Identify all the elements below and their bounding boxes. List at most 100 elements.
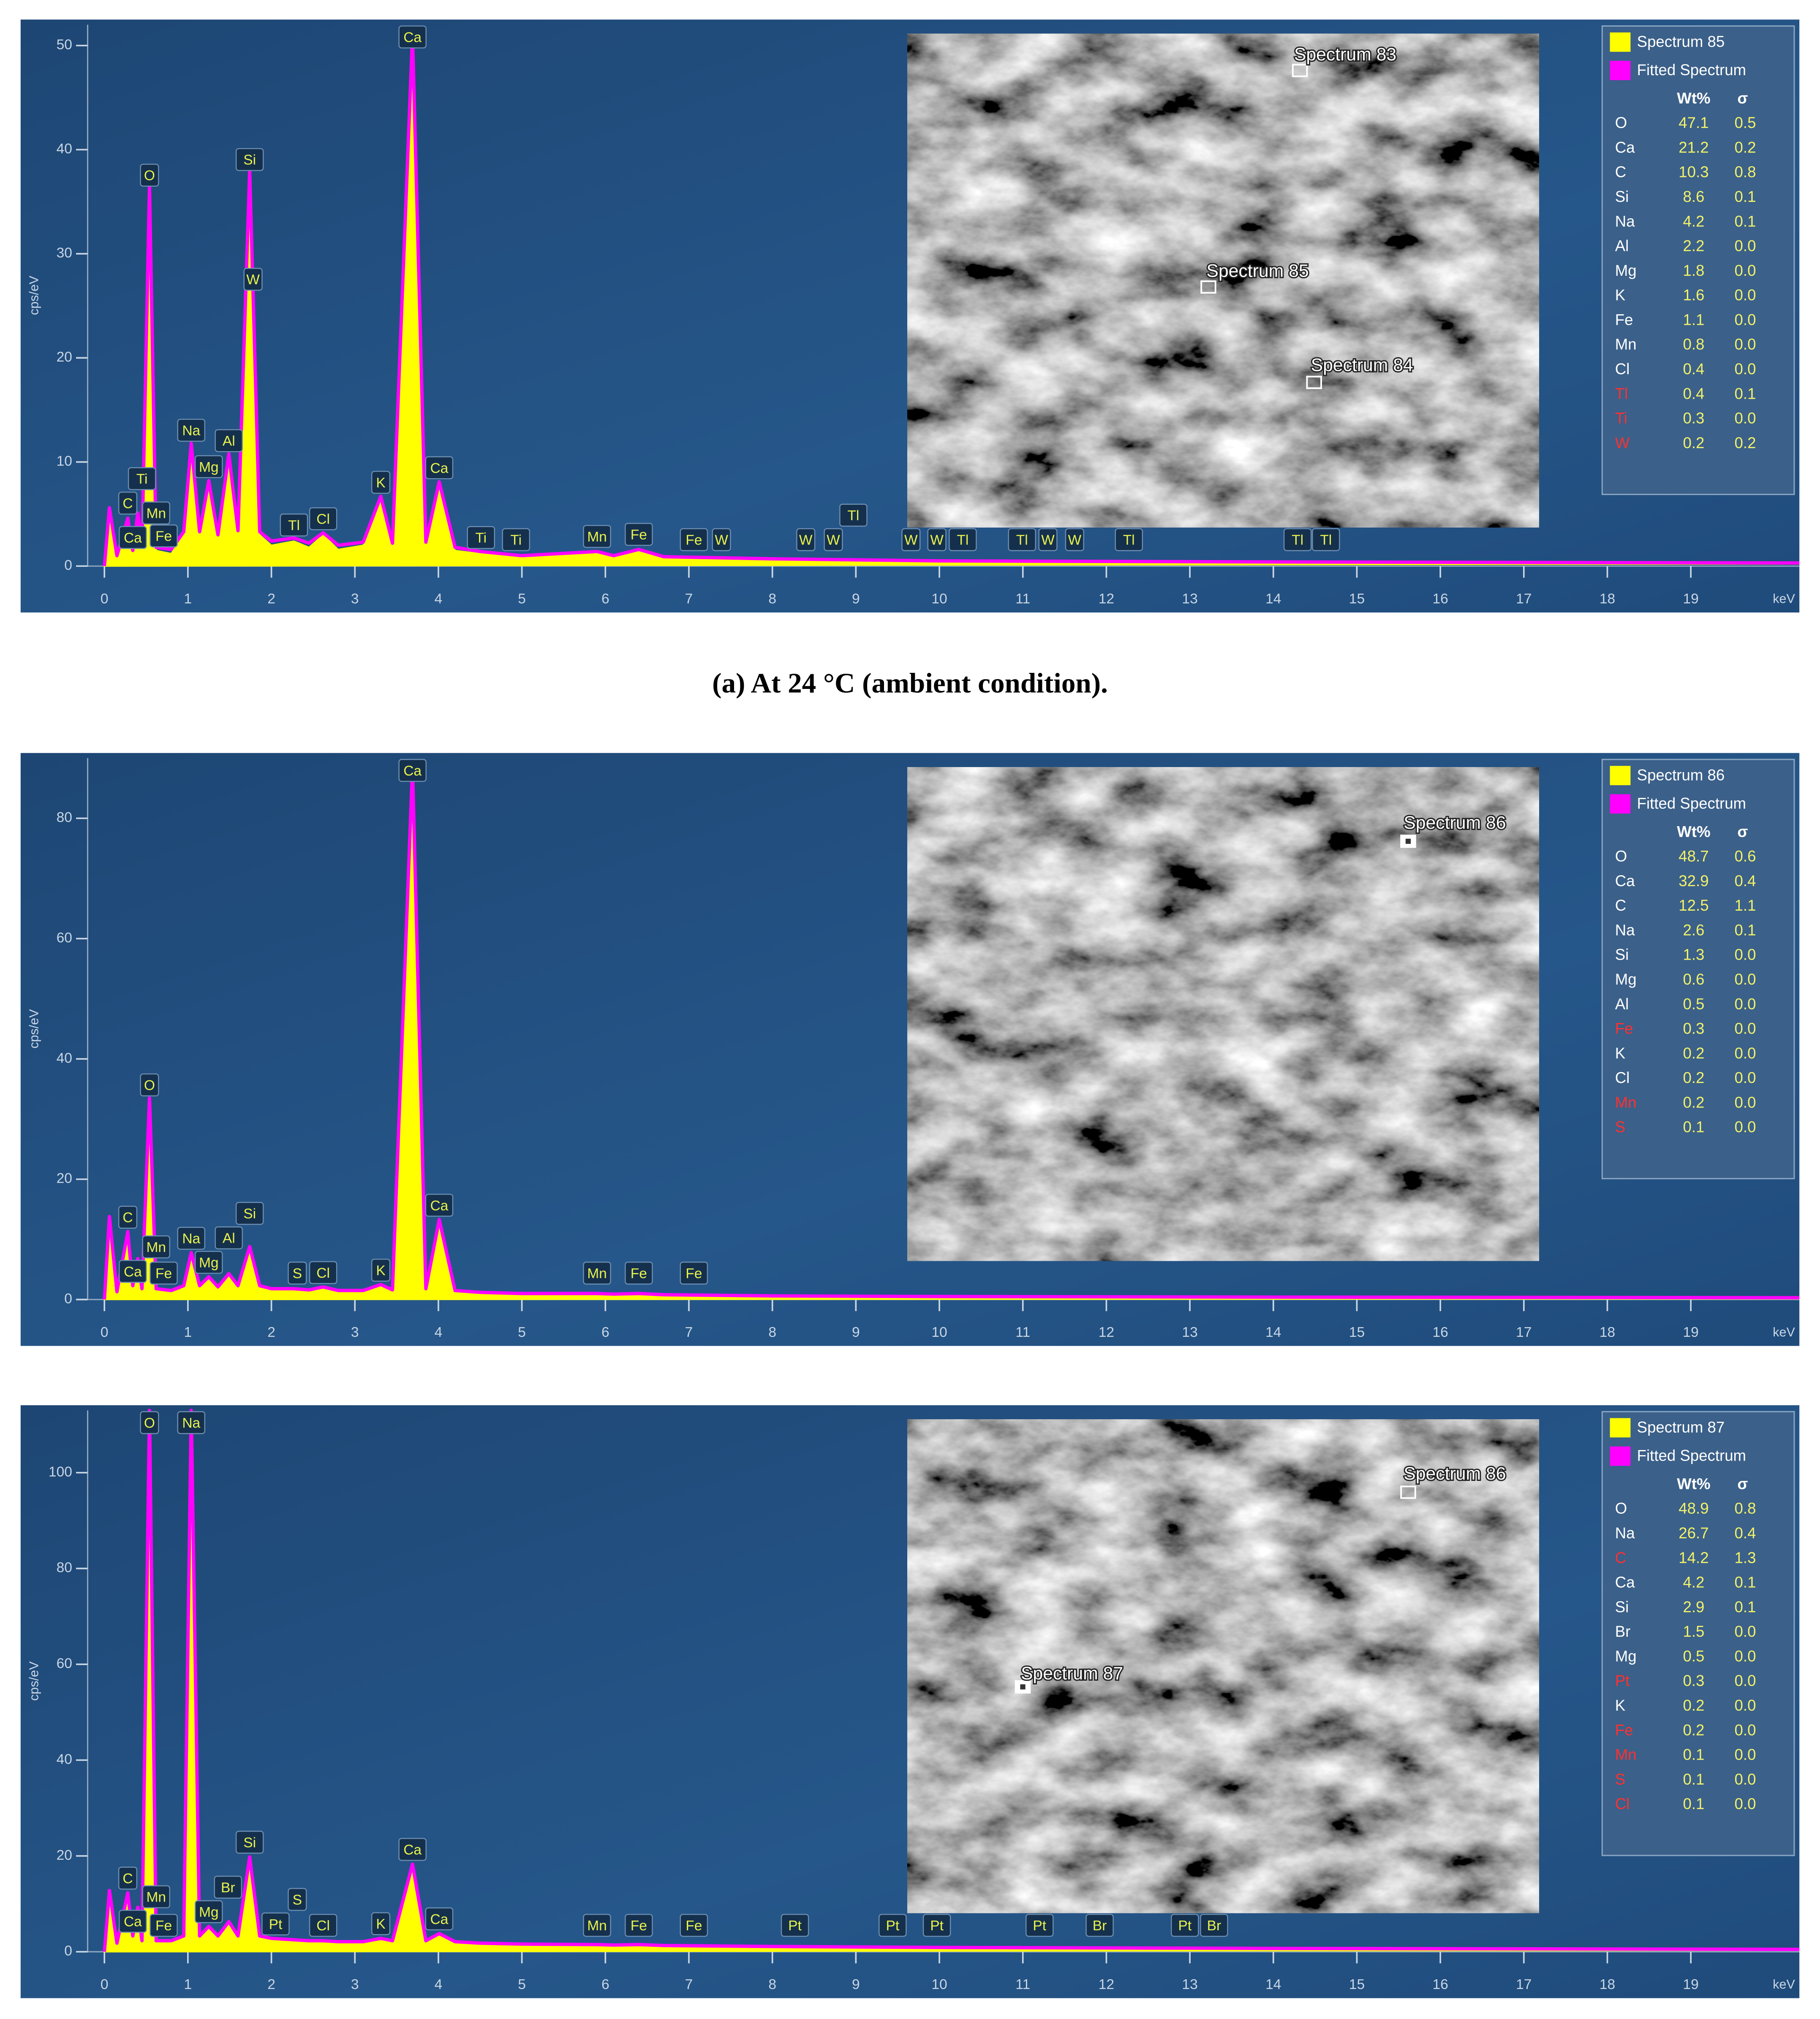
x-tick-label: 16 xyxy=(1432,1325,1448,1340)
peak-label-box xyxy=(309,1261,337,1284)
peak-label: Na xyxy=(182,423,200,439)
table-element: Ca xyxy=(1615,1574,1635,1591)
peak-label-box xyxy=(309,507,337,531)
table-sigma: 0.1 xyxy=(1735,385,1756,402)
table-wt: 0.5 xyxy=(1683,1647,1704,1665)
table-wt: 0.2 xyxy=(1683,1094,1704,1111)
table-wt: 1.1 xyxy=(1683,311,1704,328)
peak-label: C xyxy=(122,496,133,512)
table-wt: 0.3 xyxy=(1683,410,1704,427)
x-tick-label: 3 xyxy=(351,1977,359,1992)
table-wt: 0.1 xyxy=(1683,1746,1704,1763)
table-element: Fe xyxy=(1615,1020,1633,1037)
table-wt: 0.2 xyxy=(1683,1069,1704,1086)
table-wt: 4.2 xyxy=(1683,212,1704,230)
x-tick-label: 1 xyxy=(184,591,192,607)
peak-label: W xyxy=(1041,533,1055,548)
table-wt: 2.2 xyxy=(1683,237,1704,255)
table-sigma: 0.1 xyxy=(1735,1598,1756,1616)
sem-texture xyxy=(907,767,1539,1261)
peak-label-box xyxy=(425,1907,454,1931)
y-tick-label: 80 xyxy=(57,1560,72,1575)
peak-label: Cl xyxy=(316,1918,330,1934)
x-tick-label: 1 xyxy=(184,1325,192,1340)
x-tick-label: 9 xyxy=(852,591,860,607)
table-element: Cl xyxy=(1615,1069,1630,1086)
table-wt: 32.9 xyxy=(1679,872,1708,890)
peak-label: Na xyxy=(182,1231,200,1247)
image-label: Spectrum 83 xyxy=(1294,44,1396,65)
table-element: Si xyxy=(1615,188,1629,205)
x-tick-label: 7 xyxy=(685,591,693,607)
table-sigma: 0.0 xyxy=(1735,1721,1756,1739)
peak-label: Tl xyxy=(957,533,968,548)
table-element: C xyxy=(1615,163,1626,181)
y-tick-label: 20 xyxy=(57,1171,72,1186)
table-wt: 21.2 xyxy=(1679,139,1708,156)
peak-label-box xyxy=(680,1914,708,1937)
peak-label: Fe xyxy=(686,533,702,548)
table-element: Mg xyxy=(1615,1647,1637,1665)
peak-label-box xyxy=(425,456,454,479)
peak-label-box xyxy=(243,268,263,291)
table-element: K xyxy=(1615,286,1625,304)
peak-label-box xyxy=(140,1073,159,1097)
peak-label-box xyxy=(781,1914,809,1937)
peak-label: W xyxy=(1068,533,1081,548)
x-tick-label: 2 xyxy=(267,1325,275,1340)
peak-label: Si xyxy=(243,152,256,168)
y-axis-label: cps/eV xyxy=(27,1661,41,1701)
table-sigma: 0.0 xyxy=(1735,237,1756,255)
table-wt: 2.6 xyxy=(1683,921,1704,939)
peak-label-box xyxy=(235,1831,264,1854)
table-wt: 1.8 xyxy=(1683,262,1704,279)
table-element: Al xyxy=(1615,995,1629,1012)
peak-label-box xyxy=(371,1258,391,1282)
table-sigma: 0.1 xyxy=(1735,921,1756,939)
legend-label: Fitted Spectrum xyxy=(1637,1447,1746,1464)
y-tick-label: 0 xyxy=(64,1291,72,1306)
x-axis-label: keV xyxy=(1773,1325,1795,1339)
table-element: S xyxy=(1615,1118,1625,1136)
x-tick-label: 8 xyxy=(768,591,776,607)
x-tick-label: 10 xyxy=(931,591,947,607)
spot-core xyxy=(1405,838,1411,844)
y-tick-label: 40 xyxy=(57,1050,72,1066)
table-element: Mg xyxy=(1615,262,1637,279)
x-tick-label: 14 xyxy=(1265,1325,1281,1340)
x-tick-label: 16 xyxy=(1432,1977,1448,1992)
peak-label-box xyxy=(371,471,391,494)
table-sigma: 0.2 xyxy=(1735,139,1756,156)
peak-label-box xyxy=(1065,528,1084,551)
table-element: Pt xyxy=(1615,1672,1630,1690)
peak-label: W xyxy=(246,272,260,288)
peak-label: Br xyxy=(221,1880,235,1896)
x-tick-label: 18 xyxy=(1600,1977,1615,1992)
table-sigma: 0.0 xyxy=(1735,410,1756,427)
y-tick-label: 60 xyxy=(57,930,72,946)
table-sigma: 0.0 xyxy=(1735,946,1756,963)
peak-label: S xyxy=(293,1892,302,1908)
table-wt: 8.6 xyxy=(1683,188,1704,205)
x-tick-label: 19 xyxy=(1683,1977,1699,1992)
table-sigma: 0.2 xyxy=(1735,434,1756,452)
table-wt: 0.2 xyxy=(1683,1697,1704,1714)
x-axis-label: keV xyxy=(1773,1977,1795,1992)
table-wt: 0.3 xyxy=(1683,1020,1704,1037)
spot-marker xyxy=(1400,1486,1416,1499)
x-tick-label: 15 xyxy=(1349,1325,1365,1340)
peak-label-box xyxy=(1008,528,1036,551)
x-tick-label: 0 xyxy=(101,1977,109,1992)
peak-label-box xyxy=(215,1226,243,1249)
x-tick-label: 17 xyxy=(1516,591,1532,607)
spectrum-line xyxy=(103,765,1800,1300)
x-tick-label: 6 xyxy=(601,1325,609,1340)
table-wt: 1.5 xyxy=(1683,1623,1704,1640)
table-header: Wt% xyxy=(1677,823,1710,841)
peak-label-box xyxy=(712,528,731,551)
x-tick-label: 2 xyxy=(267,591,275,607)
peak-label-box xyxy=(235,1202,264,1225)
x-tick-label: 16 xyxy=(1432,591,1448,607)
peak-label: Fe xyxy=(631,1918,647,1934)
peak-label-box xyxy=(583,1914,611,1937)
